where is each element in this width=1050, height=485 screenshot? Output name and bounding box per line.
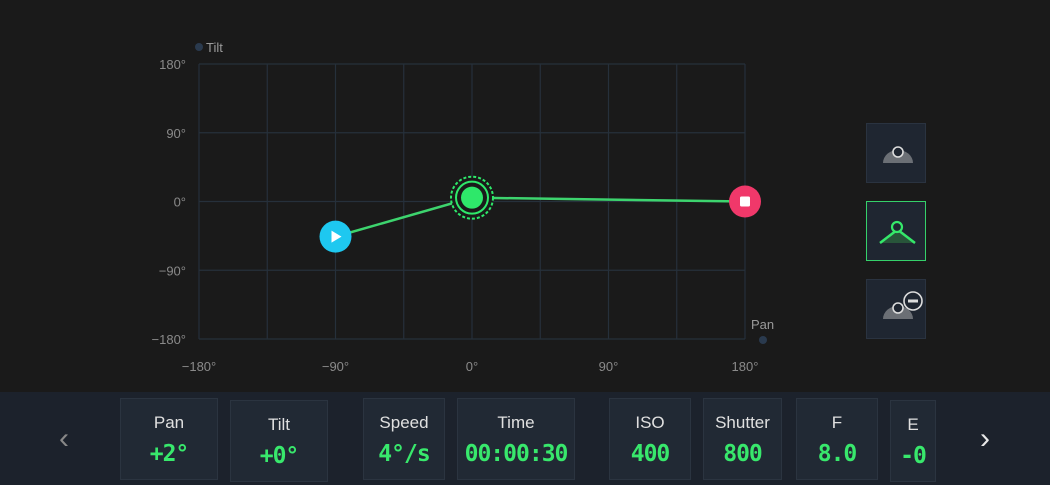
param-label: Speed — [379, 413, 429, 432]
y-tick-label: 90° — [166, 126, 186, 141]
play-icon — [331, 230, 342, 243]
param-label: Tilt — [267, 415, 291, 434]
next-arrow-icon[interactable]: › — [980, 422, 990, 455]
param-label: ISO — [635, 413, 665, 432]
param-card-shutter[interactable]: Shutter 800 — [703, 398, 782, 480]
param-value: 400 — [630, 441, 671, 467]
parameter-bar: ‹ Pan +2° Tilt +0° Speed 4°/s Time 00:00:30 ISO 4… — [0, 392, 1050, 485]
param-value: 4°/s — [378, 441, 430, 467]
x-axis-label: Pan — [751, 317, 774, 332]
y-tick-label: −180° — [152, 332, 186, 347]
keyframe-point[interactable] — [450, 175, 494, 220]
y-tick-label: 0° — [174, 195, 186, 210]
y-axis-label: Tilt — [206, 40, 223, 55]
stop-icon — [740, 196, 750, 207]
param-card-f[interactable]: F 8.0 — [796, 398, 878, 480]
param-card-iso[interactable]: ISO 400 — [609, 398, 691, 480]
param-label: Shutter — [715, 413, 770, 432]
keyframe-mode-button[interactable] — [866, 123, 926, 183]
pan-axis-marker — [759, 336, 767, 344]
param-value: +0° — [259, 443, 300, 469]
param-label: E — [907, 415, 919, 434]
param-value: +2° — [149, 441, 190, 467]
param-label: Time — [497, 413, 535, 432]
param-card-e[interactable]: E -0 — [890, 400, 936, 482]
x-tick-label: 180° — [732, 359, 759, 374]
remove-keyframe-button[interactable] — [866, 279, 926, 339]
remove-keyframe-icon — [883, 291, 923, 319]
param-value: -0 — [900, 443, 927, 469]
param-value: 800 — [723, 441, 763, 467]
path-mode-button[interactable] — [866, 201, 926, 261]
tilt-axis-marker — [195, 43, 203, 51]
prev-arrow-icon[interactable]: ‹ — [59, 422, 69, 455]
param-card-speed[interactable]: Speed 4°/s — [363, 398, 445, 480]
y-tick-label: 180° — [159, 57, 186, 72]
param-label: Pan — [153, 413, 185, 432]
param-card-tilt[interactable]: Tilt +0° — [230, 400, 328, 482]
param-card-time[interactable]: Time 00:00:30 — [457, 398, 575, 480]
param-value: 00:00:30 — [464, 441, 569, 467]
param-card-pan[interactable]: Pan +2° — [120, 398, 218, 480]
pan-tilt-chart[interactable]: −180° −90° 0° 90° 180° 180° 90° 0° −90° −180° Til… — [0, 0, 850, 392]
param-label: F — [831, 413, 843, 432]
x-tick-label: 0° — [466, 359, 478, 374]
y-tick-label: −90° — [159, 263, 186, 278]
angle-path-icon — [879, 220, 916, 244]
dome-keyframe-icon — [883, 146, 913, 163]
x-tick-label: 90° — [599, 359, 619, 374]
param-value: 8.0 — [817, 441, 858, 467]
end-point[interactable] — [729, 185, 761, 218]
start-point[interactable] — [319, 220, 352, 253]
x-tick-label: −90° — [322, 359, 349, 374]
x-tick-label: −180° — [182, 359, 216, 374]
